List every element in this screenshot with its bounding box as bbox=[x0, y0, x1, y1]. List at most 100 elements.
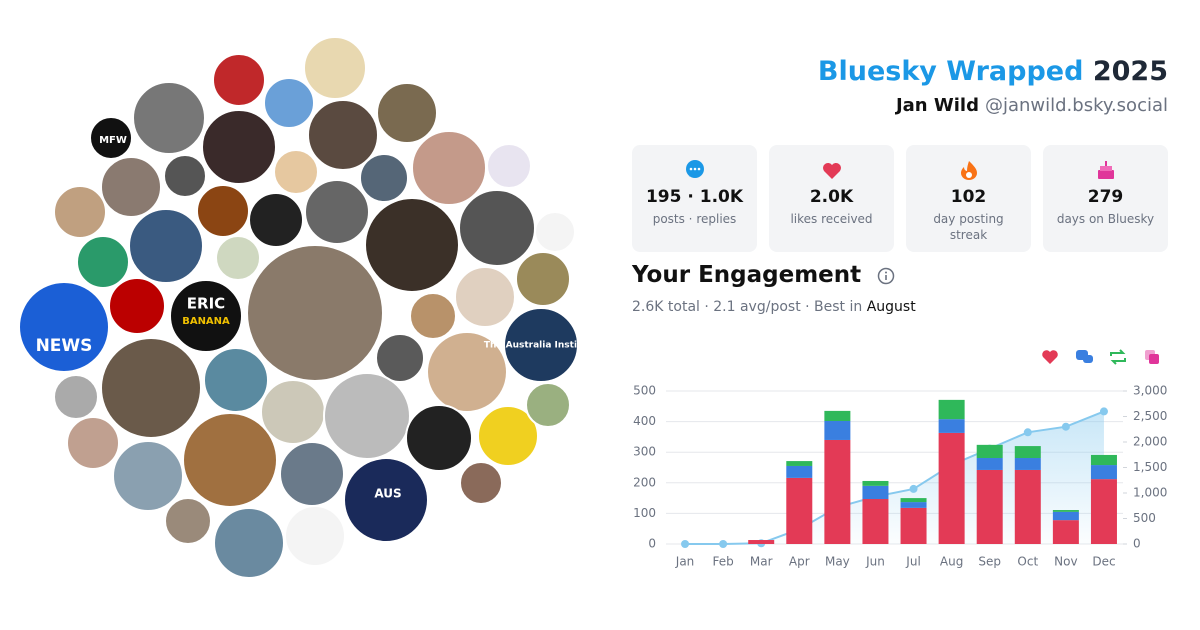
user-name: Jan Wild bbox=[895, 95, 979, 116]
bar-segment bbox=[1052, 510, 1079, 512]
bar-segment bbox=[1090, 454, 1117, 466]
avatar bbox=[76, 235, 130, 289]
x-tick-label: May bbox=[825, 555, 850, 569]
x-tick-label: Oct bbox=[1017, 555, 1038, 569]
avatar bbox=[212, 53, 266, 107]
avatar bbox=[409, 292, 457, 340]
avatar bbox=[375, 333, 425, 383]
avatar bbox=[18, 281, 110, 373]
bar-segment bbox=[1052, 511, 1079, 521]
y2-tick-label: 500 bbox=[1133, 511, 1156, 525]
x-tick-label: Jan bbox=[675, 555, 695, 569]
x-tick-label: Jul bbox=[905, 555, 920, 569]
avatar bbox=[203, 347, 269, 413]
stat-card: 195 · 1.0K posts · replies bbox=[632, 145, 757, 252]
bar-segment bbox=[786, 461, 813, 466]
bar-segment bbox=[1014, 446, 1041, 459]
y2-tick-label: 1,000 bbox=[1133, 486, 1167, 500]
avatar bbox=[303, 36, 367, 100]
stat-label: days on Bluesky bbox=[1056, 212, 1155, 226]
bar-segment bbox=[824, 439, 851, 544]
summary-text: 2.6K total · 2.1 avg/post · Best in bbox=[632, 299, 863, 315]
avatar bbox=[53, 185, 107, 239]
avatar bbox=[323, 372, 411, 460]
icon-streak bbox=[960, 161, 977, 180]
y2-tick-label: 1,500 bbox=[1133, 460, 1167, 474]
year: 2025 bbox=[1092, 56, 1168, 87]
section-title-text: Your Engagement bbox=[632, 262, 862, 288]
section-title: Your Engagement bbox=[632, 262, 895, 288]
user: Jan Wild @janwild.bsky.social bbox=[896, 95, 1168, 116]
avatar-logo-text: MFW bbox=[99, 135, 127, 146]
avatar bbox=[454, 266, 516, 328]
bar-segment bbox=[748, 540, 775, 544]
bar-segment bbox=[976, 444, 1003, 459]
x-tick-label: Aug bbox=[940, 555, 963, 569]
legend-quotes-2 bbox=[1149, 354, 1159, 364]
bar-segment bbox=[862, 485, 889, 500]
title: Bluesky Wrapped 2025 bbox=[818, 56, 1168, 87]
avatar bbox=[100, 156, 162, 218]
bar-segment bbox=[900, 498, 927, 503]
avatar bbox=[515, 251, 571, 307]
avatar bbox=[66, 416, 120, 470]
bar-segment bbox=[1090, 465, 1117, 480]
bar-segment bbox=[824, 420, 851, 440]
stat-value: 195 · 1.0K bbox=[645, 187, 744, 207]
line-point bbox=[1099, 407, 1108, 416]
x-tick-label: Apr bbox=[789, 555, 810, 569]
legend-replies-2 bbox=[1083, 355, 1093, 363]
avatar bbox=[164, 497, 212, 545]
icon-likes bbox=[822, 163, 841, 179]
bar-segment bbox=[862, 480, 889, 486]
legend bbox=[1042, 349, 1159, 365]
avatar-logo-text: The Australia Institute bbox=[484, 341, 598, 351]
avatar bbox=[132, 81, 206, 155]
user-handle: @janwild.bsky.social bbox=[984, 95, 1168, 116]
stat-value: 279 bbox=[1087, 187, 1124, 207]
avatar bbox=[112, 440, 184, 512]
y-tick-label: 300 bbox=[633, 445, 656, 459]
avatar bbox=[248, 192, 304, 248]
best-month: August bbox=[866, 299, 916, 315]
line-point bbox=[909, 484, 918, 493]
x-tick-label: Feb bbox=[713, 555, 734, 569]
avatar bbox=[246, 244, 384, 382]
y2-tick-label: 3,000 bbox=[1133, 384, 1167, 398]
avatar bbox=[405, 404, 473, 472]
avatar bbox=[459, 461, 503, 505]
y2-tick-label: 2,500 bbox=[1133, 409, 1167, 423]
bar-segment bbox=[900, 502, 927, 508]
icon-cake bbox=[1097, 161, 1114, 179]
stat-label: posts · replies bbox=[652, 212, 737, 226]
x-tick-label: Nov bbox=[1054, 555, 1077, 569]
avatar bbox=[196, 184, 250, 238]
bar-segment bbox=[938, 399, 965, 420]
y-tick-label: 400 bbox=[633, 414, 656, 428]
bar-segment bbox=[824, 410, 851, 421]
bar-segment bbox=[976, 458, 1003, 470]
stat-value: 102 bbox=[950, 187, 987, 207]
engagement-chart: 0 100 200 300 400 500 0 500 1,000 1,500 2,000 2,500… bbox=[633, 384, 1167, 569]
avatar bbox=[411, 130, 487, 206]
bar-segment bbox=[1052, 520, 1079, 544]
stat-label: day posting streak bbox=[933, 212, 1004, 242]
legend-reposts[interactable] bbox=[1110, 349, 1126, 365]
engagement-summary: 2.6K total · 2.1 avg/post · Best in Augu… bbox=[632, 299, 916, 315]
avatar-cluster: NEWS MFW ERIC BANANA The Australia Institute… bbox=[18, 36, 598, 579]
bar-segment bbox=[900, 507, 927, 544]
stat-label: likes received bbox=[790, 212, 873, 226]
avatar bbox=[486, 143, 532, 189]
avatar bbox=[343, 457, 429, 543]
legend-likes[interactable] bbox=[1042, 350, 1058, 364]
avatar bbox=[304, 179, 370, 245]
bar-segment bbox=[938, 432, 965, 544]
info-icon[interactable] bbox=[877, 267, 895, 285]
bar-segment bbox=[938, 419, 965, 433]
stat-card: 102 day posting streak bbox=[906, 145, 1031, 252]
bar-segment bbox=[1014, 458, 1041, 470]
line-point bbox=[1061, 422, 1070, 431]
